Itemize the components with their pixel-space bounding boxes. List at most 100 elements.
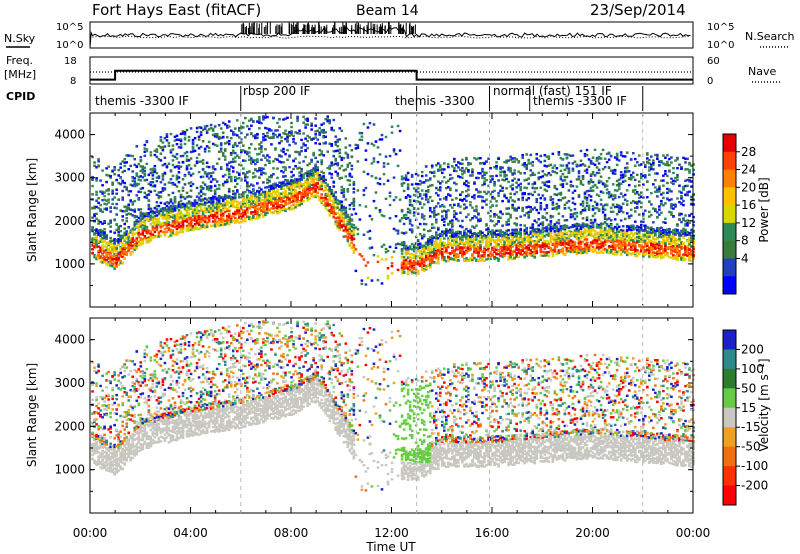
power-pixel [141, 176, 145, 179]
power-pixel [153, 211, 157, 214]
power-pixel [139, 165, 143, 168]
power-pixel [99, 236, 102, 239]
power-pixel [424, 246, 428, 250]
power-pixel [201, 175, 205, 178]
power-pixel [497, 252, 500, 256]
power-pixel [221, 212, 225, 216]
power-pixel [217, 187, 221, 190]
power-pixel [310, 172, 313, 176]
power-pixel [334, 140, 338, 144]
power-pixel [424, 165, 428, 168]
power-pixel [467, 161, 470, 165]
power-pixel [449, 194, 452, 197]
power-pixel [235, 207, 239, 211]
power-pixel [119, 234, 122, 238]
power-pixel [420, 260, 424, 263]
power-pixel [324, 181, 328, 185]
power-pixel [314, 163, 317, 166]
power-pixel [404, 260, 408, 263]
power-pixel [445, 217, 448, 220]
power-pixel [451, 228, 454, 232]
power-pixel [242, 126, 245, 129]
power-pixel [221, 199, 225, 203]
power-pixel [465, 258, 468, 261]
power-pixel [181, 132, 185, 135]
power-pixel [175, 205, 179, 208]
power-pixel [233, 216, 237, 220]
power-pixel [270, 195, 273, 199]
power-pixel [278, 192, 281, 196]
power-pixel [231, 133, 235, 136]
power-pixel [258, 167, 261, 170]
power-pixel [252, 184, 255, 187]
power-pixel [268, 136, 271, 140]
power-pixel [163, 162, 167, 166]
power-pixel [501, 166, 504, 169]
power-pixel [465, 158, 468, 161]
power-pixel [272, 201, 275, 205]
power-pixel [400, 255, 404, 259]
power-pixel [244, 136, 247, 139]
power-pixel [260, 193, 263, 196]
power-pixel [119, 239, 122, 242]
power-pixel [328, 196, 332, 199]
power-pixel [109, 242, 112, 245]
cpid-segment-label: normal (fast) 151 IF [493, 84, 612, 98]
power-pixel [246, 198, 249, 202]
power-pixel [322, 122, 326, 125]
power-pixel [183, 138, 187, 141]
power-pixel [155, 217, 159, 220]
power-pixel [356, 228, 360, 231]
power-pixel [296, 167, 299, 170]
power-pixel [256, 159, 259, 163]
power-pixel [125, 230, 129, 233]
power-pixel [117, 181, 120, 185]
power-pixel [280, 185, 283, 189]
power-pixel [127, 232, 131, 236]
power-pixel [217, 196, 221, 199]
power-pixel [149, 235, 153, 238]
power-pixel [503, 240, 506, 243]
power-pixel [342, 189, 346, 192]
power-pixel [101, 237, 104, 240]
power-pixel [171, 159, 175, 162]
power-pixel [93, 161, 96, 164]
power-pixel [398, 149, 402, 152]
power-pixel [250, 197, 253, 200]
power-pixel [336, 206, 340, 209]
power-pixel [233, 127, 237, 130]
power-pixel [97, 164, 100, 167]
power-pixel [225, 217, 229, 220]
power-pixel [481, 174, 484, 178]
power-pixel [286, 133, 289, 136]
power-pixel [298, 166, 301, 170]
power-pixel [282, 132, 285, 135]
power-pixel [242, 205, 245, 209]
power-pixel [485, 258, 488, 261]
power-pixel [453, 169, 456, 173]
power-pixel [97, 196, 100, 200]
power-pixel [342, 195, 346, 198]
power-pixel [481, 235, 484, 238]
power-pixel [300, 184, 303, 188]
power-pixel [352, 180, 356, 184]
power-pixel [171, 148, 175, 151]
power-pixel [113, 257, 116, 261]
power-pixel [97, 249, 100, 253]
power-pixel [189, 167, 193, 170]
power-pixel [211, 171, 215, 174]
power-pixel [463, 207, 466, 210]
power-pixel [207, 200, 211, 204]
power-pixel [129, 231, 133, 234]
power-pixel [109, 250, 112, 253]
power-pixel [195, 216, 199, 219]
power-pixel [440, 215, 444, 218]
power-pixel [235, 154, 239, 158]
power-pixel [155, 214, 159, 217]
power-pixel [438, 205, 442, 208]
power-pixel [402, 189, 406, 193]
power-pixel [434, 221, 438, 224]
power-pixel [231, 189, 235, 193]
power-pixel [404, 258, 408, 262]
power-pixel [171, 183, 175, 186]
